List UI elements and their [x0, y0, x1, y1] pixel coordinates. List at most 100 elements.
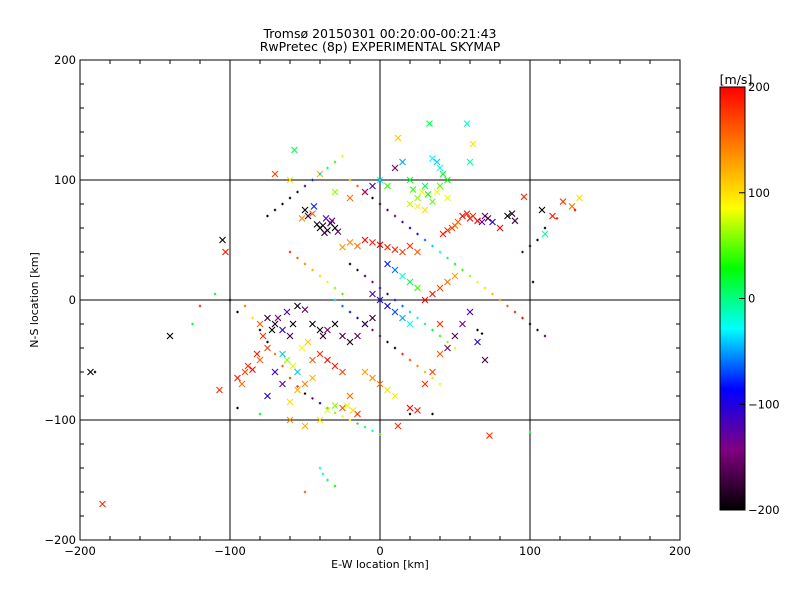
data-point-dot: [446, 256, 449, 260]
data-point-cross: [508, 210, 516, 217]
data-point-dot: [326, 280, 329, 284]
data-point-dot: [258, 328, 262, 332]
data-point-cross: [310, 203, 318, 210]
data-point-cross: [538, 206, 546, 214]
data-point-dot: [303, 490, 307, 494]
x-tick-label: 0: [376, 544, 383, 558]
data-point-dot: [371, 429, 374, 432]
data-point-dot: [333, 411, 337, 414]
data-point-cross: [369, 290, 376, 298]
data-point-dot: [401, 304, 404, 308]
data-point-dot: [431, 328, 434, 332]
data-point-cross: [399, 248, 406, 256]
data-point-cross: [331, 362, 339, 370]
data-point-dot: [333, 298, 337, 302]
data-point-cross: [216, 386, 223, 394]
data-point-dot: [476, 280, 479, 284]
data-point-cross: [406, 242, 414, 250]
data-point-cross: [309, 374, 316, 382]
data-point-dot: [296, 385, 299, 388]
data-point-cross: [466, 308, 474, 316]
data-point-cross: [421, 380, 429, 388]
data-point-cross: [406, 320, 414, 328]
data-point-cross: [316, 326, 324, 334]
data-point-cross: [369, 374, 376, 382]
data-point-dot: [521, 250, 524, 254]
data-point-dot: [288, 196, 292, 200]
data-point-cross: [271, 170, 279, 178]
data-point-dot: [386, 208, 389, 212]
data-point-dot: [311, 397, 314, 400]
data-point-cross: [369, 239, 376, 246]
data-points: [87, 120, 583, 508]
data-point-cross: [439, 170, 447, 178]
data-point-cross: [279, 380, 286, 388]
data-point-cross: [369, 314, 376, 322]
data-point-cross: [384, 302, 391, 310]
data-point-cross: [421, 206, 429, 214]
data-point-cross: [444, 176, 451, 184]
data-point-cross: [418, 188, 426, 196]
data-point-cross: [274, 314, 282, 322]
data-point-dot: [468, 274, 472, 278]
data-point-cross: [304, 212, 312, 220]
data-point-cross: [399, 158, 406, 166]
x-tick-label: 100: [519, 544, 541, 558]
data-point-cross: [238, 380, 246, 388]
data-point-dot: [423, 238, 427, 242]
data-point-cross: [439, 230, 447, 238]
data-point-cross: [316, 350, 324, 358]
data-point-dot: [438, 334, 442, 338]
data-point-dot: [281, 364, 284, 368]
data-point-cross: [463, 210, 471, 217]
data-point-cross: [436, 284, 444, 292]
data-point-cross: [301, 380, 309, 388]
y-tick-label: −200: [44, 533, 76, 547]
data-point-dot: [528, 322, 532, 326]
data-point-cross: [354, 410, 361, 418]
data-point-dot: [318, 466, 322, 470]
data-point-dot: [333, 160, 337, 164]
data-point-cross: [391, 392, 399, 400]
data-point-dot: [93, 370, 97, 374]
data-point-dot: [243, 304, 247, 308]
data-point-cross: [451, 332, 459, 340]
data-point-dot: [408, 412, 412, 416]
data-point-dot: [416, 316, 419, 320]
data-point-cross: [549, 212, 556, 220]
data-point-dot: [333, 286, 337, 290]
data-point-dot: [326, 166, 329, 170]
data-point-cross: [391, 246, 399, 253]
data-point-cross: [384, 243, 391, 251]
data-point-cross: [279, 326, 286, 334]
data-point-dot: [311, 178, 314, 182]
data-point-cross: [376, 241, 384, 249]
data-point-dot: [431, 244, 434, 248]
data-point-cross: [511, 217, 519, 225]
data-point-cross: [384, 386, 391, 394]
data-point-cross: [496, 224, 504, 232]
data-point-dot: [236, 310, 239, 314]
data-point-cross: [301, 422, 309, 430]
x-tick-label: −200: [64, 544, 96, 558]
data-point-dot: [453, 346, 457, 350]
data-point-cross: [253, 350, 261, 358]
data-point-dot: [273, 208, 277, 212]
data-point-dot: [363, 274, 367, 278]
data-point-dot: [326, 478, 329, 482]
data-point-dot: [408, 310, 412, 314]
data-point-dot: [348, 178, 352, 182]
data-point-cross: [234, 374, 241, 382]
data-point-cross: [463, 120, 471, 127]
data-point-dot: [513, 310, 517, 314]
data-point-cross: [324, 326, 331, 334]
data-point-dot: [303, 392, 307, 395]
data-point-cross: [286, 416, 294, 424]
data-point-dot: [341, 415, 344, 418]
data-point-cross: [424, 191, 432, 198]
data-point-cross: [444, 227, 451, 234]
x-axis-label: E-W location [km]: [331, 558, 429, 571]
data-point-dot: [371, 328, 374, 332]
data-point-cross: [444, 278, 451, 286]
